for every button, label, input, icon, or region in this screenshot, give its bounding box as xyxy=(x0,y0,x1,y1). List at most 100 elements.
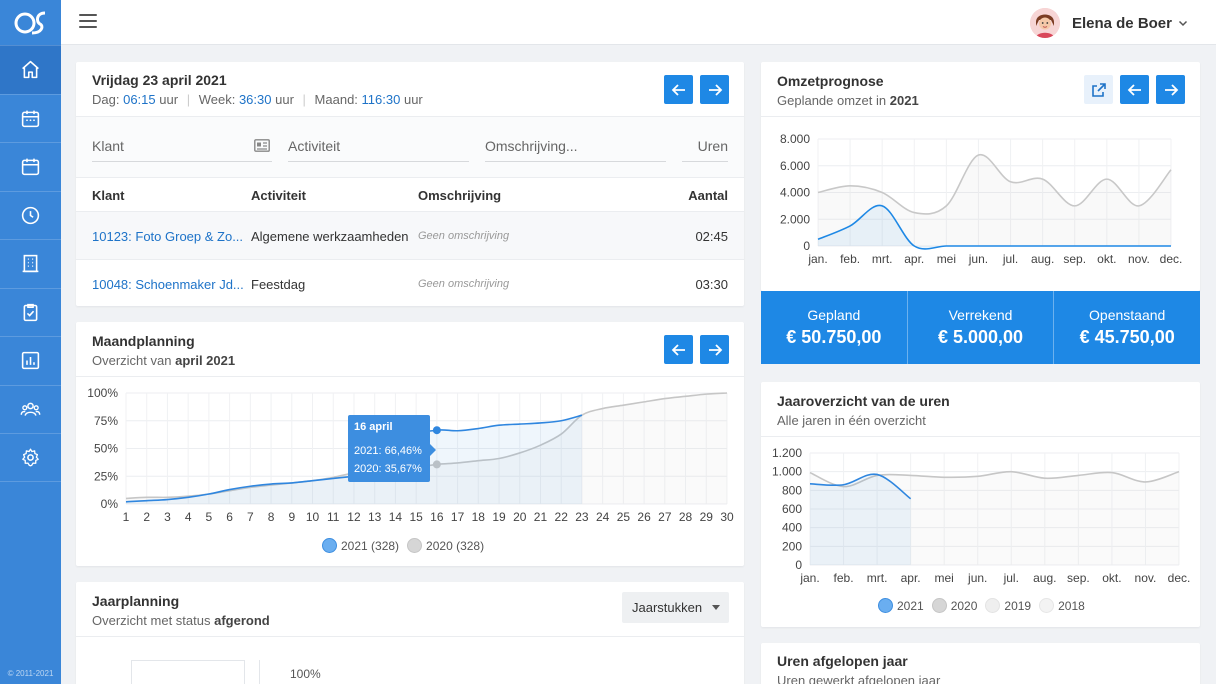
sidebar-item-dashboard[interactable] xyxy=(0,45,61,94)
row-klant-link[interactable]: 10048: Schoenmaker Jd... xyxy=(92,277,244,292)
sidebar-item-relaties[interactable] xyxy=(0,239,61,288)
tooltip-title: 16 april xyxy=(354,421,393,433)
hours-summary: Dag: 06:15 uur | Week: 36:30 uur | Maand… xyxy=(92,92,423,107)
y-tick-label: 800 xyxy=(782,483,802,497)
total-openstaand[interactable]: Openstaand € 45.750,00 xyxy=(1054,291,1201,364)
legend-2019[interactable]: 2019 xyxy=(1004,598,1032,613)
legend-dot-2018[interactable] xyxy=(1039,598,1055,613)
y-tick-label: 0% xyxy=(101,497,119,511)
prev-day-button[interactable] xyxy=(664,75,693,104)
menu-icon[interactable] xyxy=(79,14,97,32)
total-verrekend-amount: € 5.000,00 xyxy=(937,327,1024,347)
legend-dot-2019[interactable] xyxy=(985,598,1001,613)
col-activiteit[interactable]: Activiteit xyxy=(251,188,306,203)
sidebar-item-rapportages[interactable] xyxy=(0,336,61,385)
next-year-button[interactable] xyxy=(1156,75,1185,104)
omzet-totals: Gepland € 50.750,00 Verrekend € 5.000,00… xyxy=(761,291,1201,364)
arrow-right-icon xyxy=(1164,83,1178,96)
logo[interactable] xyxy=(0,0,61,45)
x-tick-label: 2 xyxy=(143,510,150,524)
x-tick-label: jun. xyxy=(967,571,987,585)
logo-icon xyxy=(14,11,45,34)
home-icon xyxy=(22,61,39,79)
x-tick-label: 28 xyxy=(679,510,693,524)
table-row[interactable]: 10048: Schoenmaker Jd... Feestdag Geen o… xyxy=(76,259,744,306)
x-tick-label: dec. xyxy=(1168,571,1191,585)
sidebar-item-planning[interactable] xyxy=(0,142,61,191)
x-tick-label: jun. xyxy=(968,252,988,266)
sidebar-item-gebruikers[interactable] xyxy=(0,384,61,434)
sidebar-item-agenda[interactable] xyxy=(0,93,61,143)
jaarplanning-title: Jaarplanning xyxy=(92,593,180,609)
jaarplanning-select[interactable]: Jaarstukken xyxy=(622,592,729,623)
chevron-down-icon xyxy=(1178,20,1188,27)
uren-input[interactable]: Uren xyxy=(682,124,728,162)
clipboard-icon xyxy=(23,303,38,321)
legend-2021[interactable]: 2021 xyxy=(897,598,924,613)
x-tick-label: okt. xyxy=(1097,252,1116,266)
jaarplanning-card: Jaarplanning Overzicht met status afgero… xyxy=(76,582,744,684)
user-name: Elena de Boer xyxy=(1071,14,1172,32)
omschrijving-input[interactable]: Omschrijving... xyxy=(485,124,666,162)
next-month-button[interactable] xyxy=(700,335,729,364)
x-tick-label: dec. xyxy=(1160,252,1183,266)
legend-2018[interactable]: 2018 xyxy=(1058,598,1085,613)
col-klant[interactable]: Klant xyxy=(92,188,125,203)
open-external-button[interactable] xyxy=(1084,75,1113,104)
row-omschrijving: Geen omschrijving xyxy=(418,230,510,242)
legend-2020[interactable]: 2020 xyxy=(950,598,978,613)
maandplanning-title: Maandplanning xyxy=(92,333,195,349)
arrow-left-icon xyxy=(671,83,685,96)
omzet-sub-prefix: Geplande omzet in xyxy=(777,93,887,108)
x-tick-label: 18 xyxy=(472,510,486,524)
x-tick-label: 13 xyxy=(368,510,382,524)
series-line-prognose xyxy=(817,154,1172,215)
jaarplanning-sub-bold: afgerond xyxy=(214,613,270,628)
series-line-2021 xyxy=(817,204,1171,250)
sidebar-item-uren[interactable] xyxy=(0,190,61,240)
week-unit: uur xyxy=(275,92,294,107)
total-openstaand-amount: € 45.750,00 xyxy=(1079,327,1175,347)
legend-dot-2021[interactable] xyxy=(322,538,337,553)
y-tick-label: 0 xyxy=(795,558,802,572)
klant-input[interactable]: Klant xyxy=(92,124,272,162)
y-tick-label: 600 xyxy=(782,502,802,516)
y-tick-label: 0 xyxy=(803,239,810,253)
prev-year-button[interactable] xyxy=(1120,75,1149,104)
legend-dot-2020[interactable] xyxy=(931,598,947,613)
col-omschrijving[interactable]: Omschrijving xyxy=(418,188,502,203)
x-tick-label: mei xyxy=(935,571,954,585)
row-klant-link[interactable]: 10123: Foto Groep & Zo... xyxy=(92,229,244,244)
maandplanning-subtitle: Overzicht van april 2021 xyxy=(92,353,728,368)
next-day-button[interactable] xyxy=(700,75,729,104)
legend-dot-2020[interactable] xyxy=(407,538,423,553)
week-label: Week: xyxy=(198,92,236,107)
x-tick-label: 22 xyxy=(555,510,569,524)
month-label: Maand: xyxy=(314,92,358,107)
total-verrekend[interactable]: Verrekend € 5.000,00 xyxy=(907,291,1055,364)
copyright: © 2011-2021 xyxy=(7,669,54,678)
uren-afgelopen-card: Uren afgelopen jaar Uren gewerkt afgelop… xyxy=(761,643,1200,684)
maandplanning-sub-prefix: Overzicht van xyxy=(92,353,172,368)
prev-month-button[interactable] xyxy=(664,335,693,364)
hours-card: Vrijdag 23 april 2021 Dag: 06:15 uur | W… xyxy=(76,62,744,306)
x-tick-label: nov. xyxy=(1128,252,1150,266)
legend-2021[interactable]: 2021 (328) xyxy=(341,538,400,553)
col-aantal[interactable]: Aantal xyxy=(688,188,728,203)
activiteit-input[interactable]: Activiteit xyxy=(288,124,469,162)
total-gepland-amount: € 50.750,00 xyxy=(786,327,882,347)
x-tick-label: 5 xyxy=(206,510,213,524)
maandplanning-card: Maandplanning Overzicht van april 2021 1… xyxy=(76,322,744,566)
sidebar-item-taken[interactable] xyxy=(0,287,61,337)
total-gepland[interactable]: Gepland € 50.750,00 xyxy=(761,291,908,364)
x-tick-label: 1 xyxy=(123,510,130,524)
legend-2020[interactable]: 2020 (328) xyxy=(426,538,485,553)
user-menu[interactable]: Elena de Boer xyxy=(1029,8,1188,38)
y-tick-label: 8.000 xyxy=(780,132,810,146)
sidebar-item-instellingen[interactable] xyxy=(0,433,61,482)
x-tick-label: 21 xyxy=(534,510,548,524)
legend-dot-2021[interactable] xyxy=(878,598,893,613)
maandplanning-chart: 100%75%50%25%0%1 2 3 4 5 6 7 8 9 10 11 12 13 14 15 16 17… xyxy=(87,386,734,524)
arrow-right-icon xyxy=(708,343,722,356)
table-row[interactable]: 10123: Foto Groep & Zo... Algemene werkz… xyxy=(76,212,744,259)
